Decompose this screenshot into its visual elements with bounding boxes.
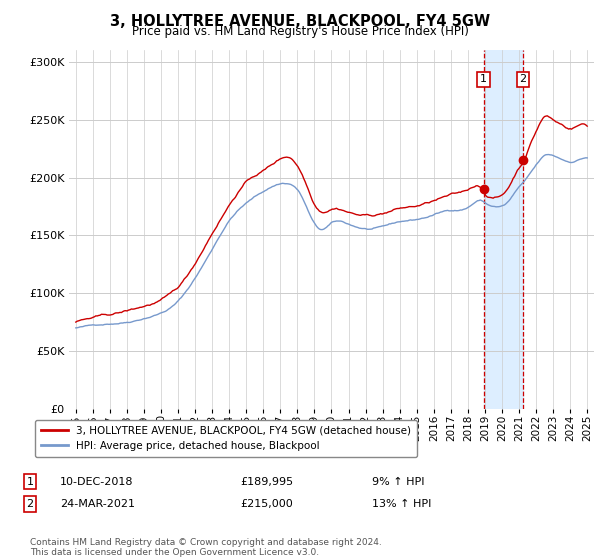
Bar: [484, 50, 523, 409]
Text: 1: 1: [480, 74, 487, 85]
Text: 2: 2: [520, 74, 526, 85]
Text: 1: 1: [26, 477, 34, 487]
Text: 2: 2: [26, 499, 34, 509]
Legend: 3, HOLLYTREE AVENUE, BLACKPOOL, FY4 5GW (detached house), HPI: Average price, de: 3, HOLLYTREE AVENUE, BLACKPOOL, FY4 5GW …: [35, 419, 417, 458]
Text: Contains HM Land Registry data © Crown copyright and database right 2024.
This d: Contains HM Land Registry data © Crown c…: [30, 538, 382, 557]
Text: 13% ↑ HPI: 13% ↑ HPI: [372, 499, 431, 509]
Text: £215,000: £215,000: [240, 499, 293, 509]
Text: Price paid vs. HM Land Registry's House Price Index (HPI): Price paid vs. HM Land Registry's House …: [131, 25, 469, 38]
Text: £189,995: £189,995: [240, 477, 293, 487]
Text: 3, HOLLYTREE AVENUE, BLACKPOOL, FY4 5GW: 3, HOLLYTREE AVENUE, BLACKPOOL, FY4 5GW: [110, 14, 490, 29]
Text: 24-MAR-2021: 24-MAR-2021: [60, 499, 135, 509]
Text: 9% ↑ HPI: 9% ↑ HPI: [372, 477, 425, 487]
Text: 10-DEC-2018: 10-DEC-2018: [60, 477, 133, 487]
